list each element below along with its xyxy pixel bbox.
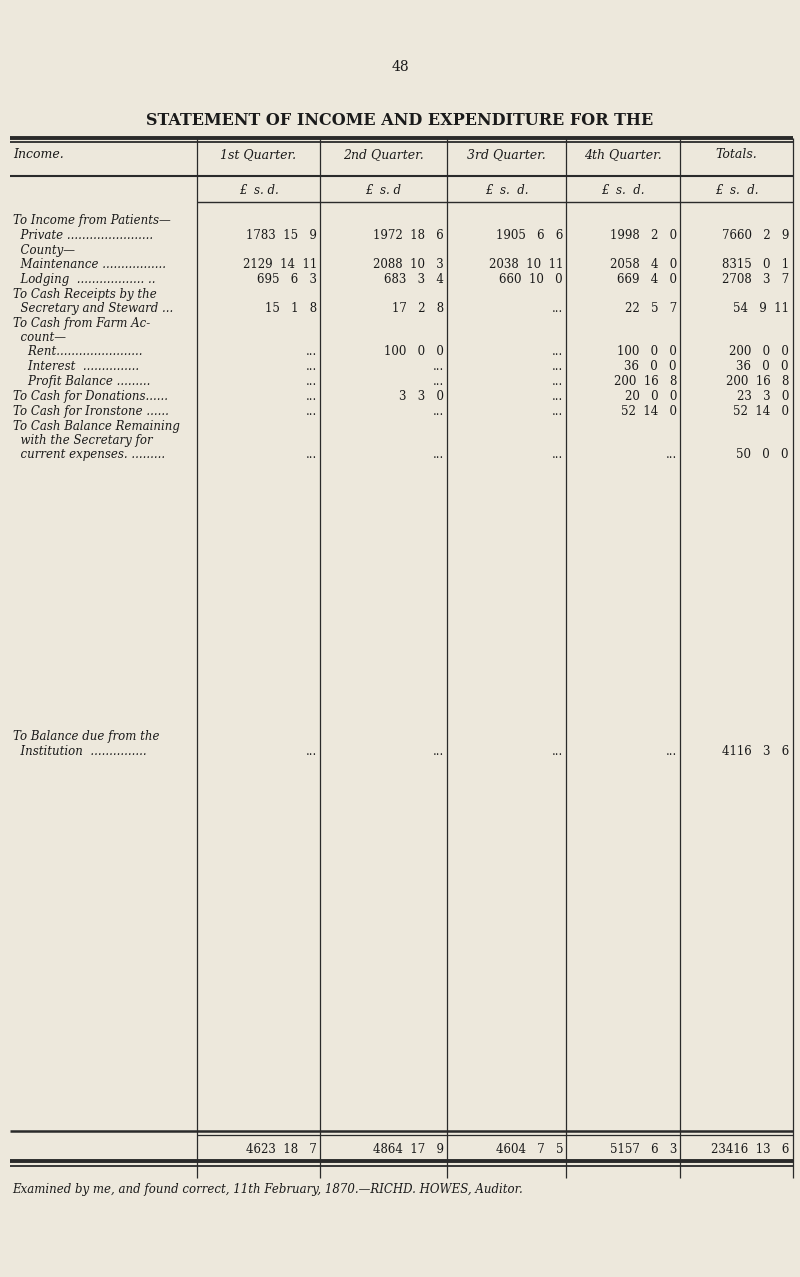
Text: ...: ... xyxy=(433,405,444,418)
Text: To Cash for Donations......: To Cash for Donations...... xyxy=(13,389,168,404)
Text: 200  16   8: 200 16 8 xyxy=(614,375,677,388)
Text: Income.: Income. xyxy=(13,148,64,161)
Text: 2129  14  11: 2129 14 11 xyxy=(242,258,317,271)
Text: Interest  ...............: Interest ............... xyxy=(13,360,139,373)
Text: 50   0   0: 50 0 0 xyxy=(737,448,789,461)
Text: Profit Balance .........: Profit Balance ......... xyxy=(13,375,150,388)
Text: 5157   6   3: 5157 6 3 xyxy=(610,1143,677,1156)
Text: ...: ... xyxy=(306,448,317,461)
Text: with the Secretary for: with the Secretary for xyxy=(13,434,153,447)
Text: 2708   3   7: 2708 3 7 xyxy=(722,273,789,286)
Text: 8315   0   1: 8315 0 1 xyxy=(722,258,789,271)
Text: 20   0   0: 20 0 0 xyxy=(625,389,677,404)
Text: 2088  10   3: 2088 10 3 xyxy=(374,258,444,271)
Text: Secretary and Steward ...: Secretary and Steward ... xyxy=(13,301,174,315)
Text: 4623  18   7: 4623 18 7 xyxy=(246,1143,317,1156)
Text: 1905   6   6: 1905 6 6 xyxy=(496,229,563,243)
Text: 683   3   4: 683 3 4 xyxy=(384,273,444,286)
Text: 23   3   0: 23 3 0 xyxy=(737,389,789,404)
Text: 200  16   8: 200 16 8 xyxy=(726,375,789,388)
Text: 1998   2   0: 1998 2 0 xyxy=(610,229,677,243)
Text: 1783  15   9: 1783 15 9 xyxy=(246,229,317,243)
Text: ...: ... xyxy=(552,360,563,373)
Text: 23416  13   6: 23416 13 6 xyxy=(710,1143,789,1156)
Text: To Balance due from the: To Balance due from the xyxy=(13,730,159,743)
Text: 4604   7   5: 4604 7 5 xyxy=(495,1143,563,1156)
Text: Rent.......................: Rent....................... xyxy=(13,345,142,358)
Text: 100   0   0: 100 0 0 xyxy=(384,345,444,358)
Text: 3rd Quarter.: 3rd Quarter. xyxy=(467,148,546,161)
Text: 4th Quarter.: 4th Quarter. xyxy=(584,148,662,161)
Text: To Cash Receipts by the: To Cash Receipts by the xyxy=(13,289,157,301)
Text: 4116   3   6: 4116 3 6 xyxy=(722,744,789,759)
Text: 100   0   0: 100 0 0 xyxy=(617,345,677,358)
Text: Institution  ...............: Institution ............... xyxy=(13,744,146,759)
Text: Lodging  .................. ..: Lodging .................. .. xyxy=(13,273,155,286)
Text: STATEMENT OF INCOME AND EXPENDITURE FOR THE: STATEMENT OF INCOME AND EXPENDITURE FOR … xyxy=(146,112,654,129)
Text: ...: ... xyxy=(306,389,317,404)
Text: 54   9  11: 54 9 11 xyxy=(733,301,789,315)
Text: ...: ... xyxy=(552,405,563,418)
Text: 200   0   0: 200 0 0 xyxy=(729,345,789,358)
Text: To Cash for Ironstone ......: To Cash for Ironstone ...... xyxy=(13,405,169,418)
Text: ...: ... xyxy=(433,360,444,373)
Text: 22   5   7: 22 5 7 xyxy=(625,301,677,315)
Text: ...: ... xyxy=(433,448,444,461)
Text: Examined by me, and found correct, 11th February, 1870.—RICHD. HOWES, Auditor.: Examined by me, and found correct, 11th … xyxy=(12,1183,522,1197)
Text: £  s.  d.: £ s. d. xyxy=(602,184,645,197)
Text: Private .......................: Private ....................... xyxy=(13,229,153,243)
Text: 3   3   0: 3 3 0 xyxy=(399,389,444,404)
Text: To Cash from Farm Ac-: To Cash from Farm Ac- xyxy=(13,317,150,329)
Text: County—: County— xyxy=(13,244,75,257)
Text: To Income from Patients—: To Income from Patients— xyxy=(13,215,170,227)
Text: ...: ... xyxy=(666,744,677,759)
Text: current expenses. .........: current expenses. ......... xyxy=(13,448,165,461)
Text: ...: ... xyxy=(306,744,317,759)
Text: 36   0   0: 36 0 0 xyxy=(625,360,677,373)
Text: ...: ... xyxy=(306,405,317,418)
Text: ...: ... xyxy=(552,375,563,388)
Text: 48: 48 xyxy=(391,60,409,74)
Text: 660  10   0: 660 10 0 xyxy=(499,273,563,286)
Text: £  s. d: £ s. d xyxy=(366,184,402,197)
Text: ...: ... xyxy=(552,744,563,759)
Text: ...: ... xyxy=(552,301,563,315)
Text: 669   4   0: 669 4 0 xyxy=(617,273,677,286)
Text: 52  14   0: 52 14 0 xyxy=(621,405,677,418)
Text: 4864  17   9: 4864 17 9 xyxy=(373,1143,444,1156)
Text: ...: ... xyxy=(433,744,444,759)
Text: 2038  10  11: 2038 10 11 xyxy=(489,258,563,271)
Text: 36   0   0: 36 0 0 xyxy=(737,360,789,373)
Text: 2nd Quarter.: 2nd Quarter. xyxy=(343,148,424,161)
Text: 1972  18   6: 1972 18 6 xyxy=(374,229,444,243)
Text: 52  14   0: 52 14 0 xyxy=(733,405,789,418)
Text: ...: ... xyxy=(552,389,563,404)
Text: Maintenance .................: Maintenance ................. xyxy=(13,258,166,271)
Text: ...: ... xyxy=(306,345,317,358)
Text: 17   2   8: 17 2 8 xyxy=(392,301,444,315)
Text: £  s.  d.: £ s. d. xyxy=(714,184,758,197)
Text: ...: ... xyxy=(552,448,563,461)
Text: To Cash Balance Remaining: To Cash Balance Remaining xyxy=(13,420,180,433)
Text: 1st Quarter.: 1st Quarter. xyxy=(221,148,297,161)
Text: 695   6   3: 695 6 3 xyxy=(257,273,317,286)
Text: Totals.: Totals. xyxy=(716,148,758,161)
Text: ...: ... xyxy=(306,360,317,373)
Text: ...: ... xyxy=(552,345,563,358)
Text: ...: ... xyxy=(666,448,677,461)
Text: 7660   2   9: 7660 2 9 xyxy=(722,229,789,243)
Text: ...: ... xyxy=(433,375,444,388)
Text: £  s.  d.: £ s. d. xyxy=(485,184,528,197)
Text: 2058   4   0: 2058 4 0 xyxy=(610,258,677,271)
Text: ...: ... xyxy=(306,375,317,388)
Text: count—: count— xyxy=(13,331,66,344)
Text: 15   1   8: 15 1 8 xyxy=(265,301,317,315)
Text: £  s. d.: £ s. d. xyxy=(238,184,278,197)
